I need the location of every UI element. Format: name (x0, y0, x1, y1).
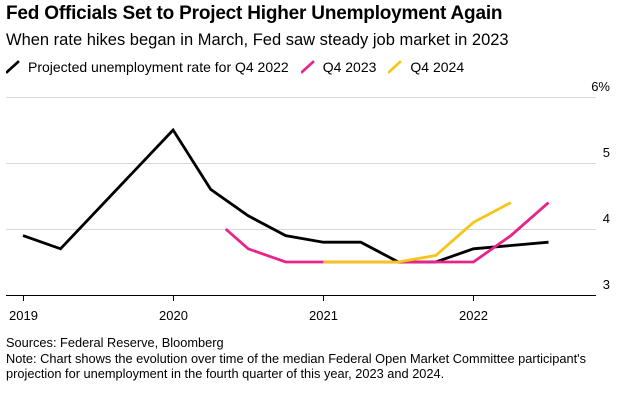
legend-item-q4-2023: Q4 2023 (300, 59, 377, 75)
line-chart: 3 4 5 6% 2019 2020 2021 2022 (6, 79, 610, 323)
y-tick-label-5: 5 (603, 145, 610, 160)
y-tick-label-6: 6% (591, 79, 610, 94)
sources-text: Sources: Federal Reserve, Bloomberg (6, 335, 224, 350)
legend-label-q4-2024: Q4 2024 (410, 59, 465, 75)
chart-subtitle: When rate hikes began in March, Fed saw … (6, 31, 509, 49)
legend-item-q4-2024: Q4 2024 (388, 59, 464, 75)
x-tick-label-2020: 2020 (159, 308, 188, 323)
legend-label-q4-2022: Projected unemployment rate for Q4 2022 (28, 59, 289, 75)
legend-swatch-q4-2022 (6, 60, 20, 74)
x-tick-label-2021: 2021 (309, 308, 338, 323)
series-line-1 (224, 201, 550, 264)
legend-swatch-q4-2024 (388, 60, 403, 74)
legend-label-q4-2023: Q4 2023 (322, 59, 377, 75)
series-line-2 (323, 201, 512, 264)
note-text-line-1: Note: Chart shows the evolution over tim… (6, 350, 586, 366)
chart-title: Fed Officials Set to Project Higher Unem… (6, 3, 503, 24)
note-text-line-2: projection for unemployment in the fourt… (6, 366, 445, 381)
x-tick-label-2022: 2022 (459, 308, 488, 323)
y-tick-label-3: 3 (603, 277, 610, 292)
x-tick-label-2019: 2019 (9, 308, 38, 323)
legend-item-q4-2022: Projected unemployment rate for Q4 2022 (6, 59, 289, 75)
chart-legend: Projected unemployment rate for Q4 2022 … (6, 58, 476, 76)
chart-notes: Sources: Federal Reserve, Bloomberg Note… (6, 335, 634, 382)
legend-swatch-q4-2023 (300, 60, 315, 74)
y-tick-label-4: 4 (603, 211, 610, 226)
series-line-0 (22, 127, 549, 264)
